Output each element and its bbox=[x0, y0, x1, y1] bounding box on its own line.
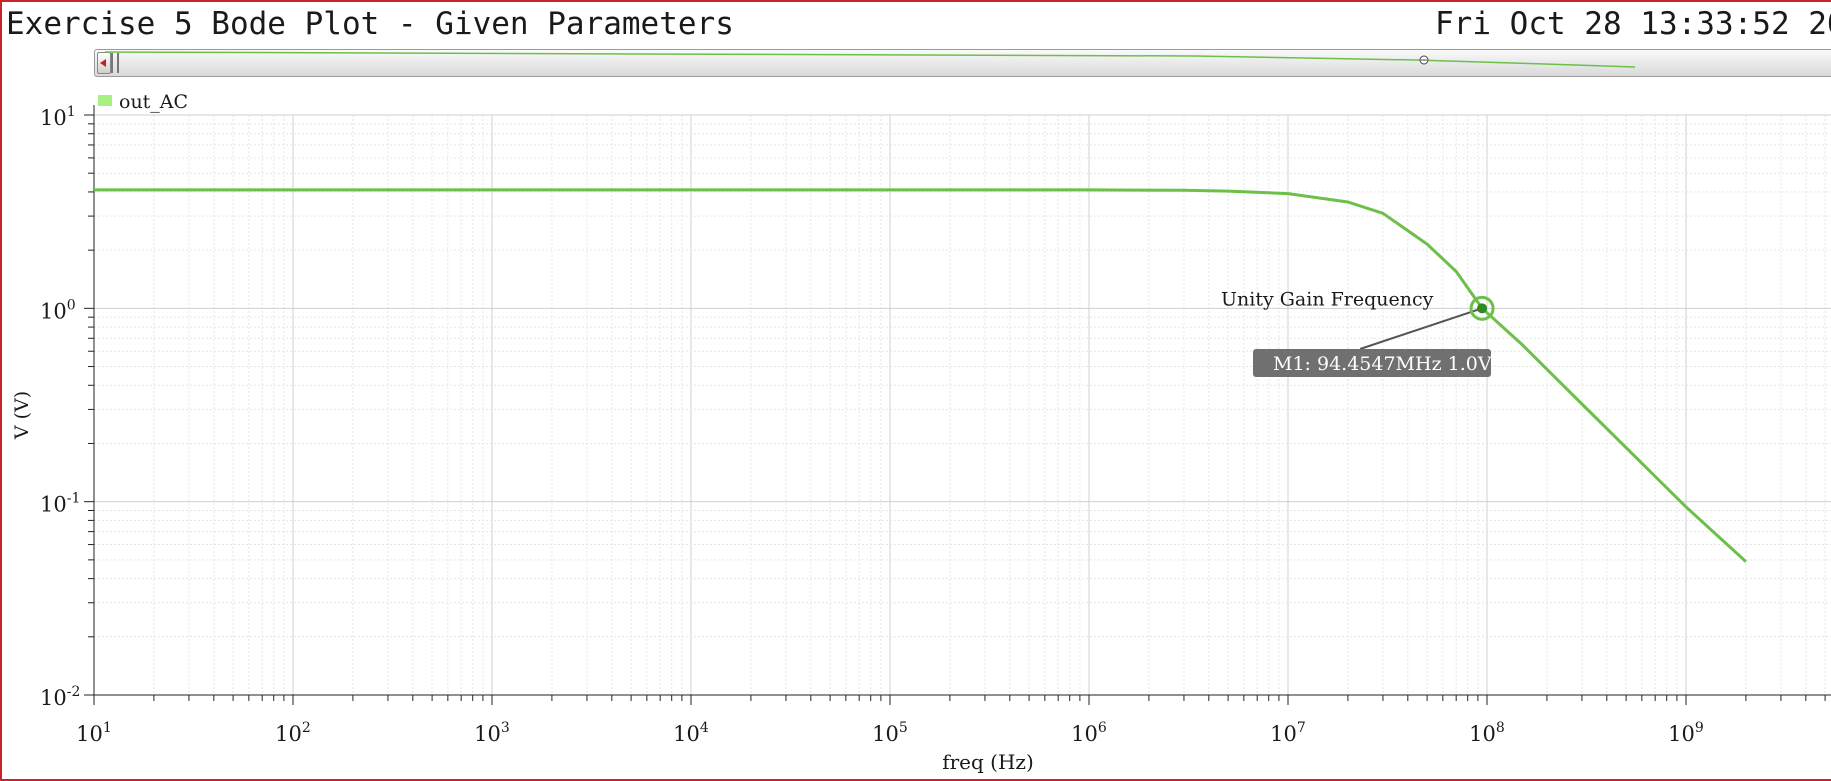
x-tick-label: 109 bbox=[1668, 720, 1704, 746]
marker-m1-ring[interactable] bbox=[1469, 295, 1495, 321]
title-bar: Exercise 5 Bode Plot - Given Parameters … bbox=[6, 6, 1831, 42]
legend-swatch-out-ac bbox=[98, 95, 112, 106]
y-tick-label: 100 bbox=[40, 297, 76, 323]
grid bbox=[93, 114, 1831, 696]
annotation-unity-gain-frequency: Unity Gain Frequency bbox=[1221, 288, 1434, 310]
y-axis-label: V (V) bbox=[11, 391, 33, 440]
x-axis-label: freq (Hz) bbox=[942, 750, 1034, 774]
legend[interactable]: out_AC bbox=[98, 91, 188, 113]
scroll-left-button[interactable] bbox=[97, 52, 111, 74]
y-tick-label: 10-1 bbox=[40, 491, 80, 517]
arrow-left-icon bbox=[100, 59, 106, 67]
series-layer bbox=[93, 188, 1747, 563]
marker-m1-label[interactable]: M1: 94.4547MHz 1.0V bbox=[1273, 353, 1492, 375]
marker-m1-dot[interactable] bbox=[1477, 303, 1488, 314]
timestamp: Fri Oct 28 13:33:52 20 bbox=[1435, 6, 1831, 42]
overview-scrollbar[interactable] bbox=[94, 49, 1831, 77]
x-tick-label: 102 bbox=[275, 720, 311, 746]
plot-title: Exercise 5 Bode Plot - Given Parameters bbox=[6, 6, 734, 42]
y-tick-label: 101 bbox=[40, 104, 76, 130]
scrollbar-grip-handle[interactable] bbox=[111, 53, 119, 73]
x-tick-label: 108 bbox=[1469, 720, 1505, 746]
x-tick-label: 106 bbox=[1071, 720, 1107, 746]
legend-label-out-ac[interactable]: out_AC bbox=[119, 91, 188, 113]
marker-label-box[interactable] bbox=[1253, 349, 1491, 377]
annotations-layer: M1: 94.4547MHz 1.0V Unity Gain Frequency bbox=[1221, 288, 1495, 377]
y-tick-label: 10-2 bbox=[40, 684, 80, 710]
x-tick-label: 103 bbox=[474, 720, 510, 746]
series-line-out-ac[interactable] bbox=[94, 188, 1747, 563]
x-tick-label: 101 bbox=[76, 720, 112, 746]
overview-preview bbox=[104, 51, 1636, 68]
marker-leader-line bbox=[1359, 307, 1483, 350]
axes: 101 102 103 104 105 106 107 108 109 101 100 10-1 10-… bbox=[40, 104, 1831, 746]
bode-chart[interactable]: 101 102 103 104 105 106 107 108 109 101 100 10-1 10-… bbox=[0, 85, 1831, 781]
overview-trace bbox=[104, 51, 1636, 68]
x-tick-label: 105 bbox=[872, 720, 908, 746]
x-tick-label: 104 bbox=[673, 720, 709, 746]
x-tick-label: 107 bbox=[1270, 720, 1306, 746]
